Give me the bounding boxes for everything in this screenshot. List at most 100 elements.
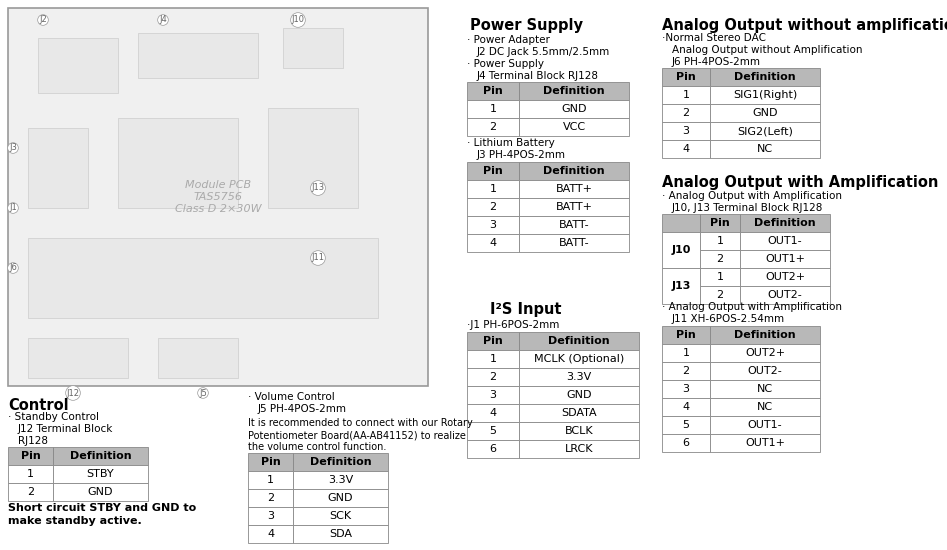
Text: 3.3V: 3.3V bbox=[328, 475, 353, 485]
Text: 1: 1 bbox=[267, 475, 274, 485]
Bar bbox=[118, 118, 238, 208]
Text: J12 Terminal Block: J12 Terminal Block bbox=[18, 424, 114, 434]
Bar bbox=[8, 8, 428, 386]
Text: Power Supply: Power Supply bbox=[471, 18, 583, 33]
Text: · Lithium Battery: · Lithium Battery bbox=[467, 138, 555, 148]
Bar bbox=[710, 68, 820, 86]
Text: J13: J13 bbox=[312, 184, 325, 192]
Text: J6 PH-4POS-2mm: J6 PH-4POS-2mm bbox=[672, 57, 761, 67]
Bar bbox=[662, 214, 700, 232]
Bar bbox=[519, 180, 629, 198]
Bar bbox=[467, 234, 519, 252]
Text: BATT-: BATT- bbox=[559, 220, 589, 230]
Text: Analog Output without Amplification: Analog Output without Amplification bbox=[672, 45, 863, 55]
Bar bbox=[293, 471, 388, 489]
Bar bbox=[710, 140, 820, 158]
Bar bbox=[467, 216, 519, 234]
Bar bbox=[519, 162, 629, 180]
Text: 1: 1 bbox=[683, 90, 689, 100]
Bar bbox=[283, 28, 343, 68]
Text: Definition: Definition bbox=[754, 218, 815, 228]
Bar bbox=[467, 368, 519, 386]
Text: Pin: Pin bbox=[260, 457, 280, 467]
Text: J2: J2 bbox=[39, 15, 46, 25]
Bar bbox=[53, 465, 148, 483]
Bar bbox=[519, 404, 639, 422]
Text: 2: 2 bbox=[683, 108, 689, 118]
Text: Definition: Definition bbox=[548, 336, 610, 346]
Text: J5: J5 bbox=[199, 388, 206, 398]
Bar bbox=[662, 434, 710, 452]
Bar bbox=[662, 416, 710, 434]
Text: J11 XH-6POS-2.54mm: J11 XH-6POS-2.54mm bbox=[672, 314, 785, 324]
Bar bbox=[248, 507, 293, 525]
Bar bbox=[467, 332, 519, 350]
Text: BATT+: BATT+ bbox=[556, 184, 593, 194]
Bar bbox=[700, 250, 740, 268]
Text: LRCK: LRCK bbox=[564, 444, 593, 454]
Bar bbox=[8, 447, 53, 465]
Bar bbox=[519, 386, 639, 404]
Text: OUT1-: OUT1- bbox=[748, 420, 782, 430]
Bar bbox=[710, 416, 820, 434]
Bar bbox=[700, 232, 740, 250]
Text: GND: GND bbox=[562, 104, 587, 114]
Bar bbox=[467, 118, 519, 136]
Text: 5: 5 bbox=[683, 420, 689, 430]
Text: BATT-: BATT- bbox=[559, 238, 589, 248]
Text: It is recommended to connect with our Rotary: It is recommended to connect with our Ro… bbox=[248, 418, 473, 428]
Text: 4: 4 bbox=[490, 408, 496, 418]
Text: 2: 2 bbox=[490, 372, 496, 382]
Bar bbox=[519, 368, 639, 386]
Text: · Volume Control: · Volume Control bbox=[248, 392, 334, 402]
Text: 4: 4 bbox=[683, 402, 689, 412]
Text: J3: J3 bbox=[9, 144, 17, 152]
Text: Module PCB
TAS5756
Class D 2×30W: Module PCB TAS5756 Class D 2×30W bbox=[174, 180, 261, 213]
Text: 3.3V: 3.3V bbox=[566, 372, 592, 382]
Bar bbox=[700, 214, 740, 232]
Bar bbox=[710, 380, 820, 398]
Bar bbox=[38, 38, 118, 93]
Text: J10, J13 Terminal Block RJ128: J10, J13 Terminal Block RJ128 bbox=[672, 203, 823, 213]
Text: 3: 3 bbox=[490, 220, 496, 230]
Bar bbox=[248, 453, 293, 471]
Text: Analog Output without amplification: Analog Output without amplification bbox=[662, 18, 947, 33]
Text: STBY: STBY bbox=[87, 469, 115, 479]
Bar bbox=[248, 471, 293, 489]
Text: Pin: Pin bbox=[483, 86, 503, 96]
Bar bbox=[293, 489, 388, 507]
Text: GND: GND bbox=[752, 108, 777, 118]
Bar bbox=[700, 286, 740, 304]
Text: J1: J1 bbox=[9, 204, 17, 212]
Text: Definition: Definition bbox=[310, 457, 371, 467]
Text: Control: Control bbox=[8, 398, 68, 413]
Text: · Analog Output with Amplification: · Analog Output with Amplification bbox=[662, 302, 842, 312]
Text: Definition: Definition bbox=[544, 166, 605, 176]
Text: J10: J10 bbox=[292, 15, 305, 25]
Text: 3: 3 bbox=[267, 511, 274, 521]
Bar bbox=[662, 86, 710, 104]
Text: OUT2-: OUT2- bbox=[747, 366, 782, 376]
Text: Pin: Pin bbox=[21, 451, 41, 461]
Text: MCLK (Optional): MCLK (Optional) bbox=[534, 354, 624, 364]
Text: GND: GND bbox=[328, 493, 353, 503]
Bar bbox=[662, 268, 700, 304]
Bar bbox=[662, 104, 710, 122]
Bar bbox=[467, 350, 519, 368]
Text: J4: J4 bbox=[159, 15, 167, 25]
Text: VCC: VCC bbox=[563, 122, 585, 132]
Bar bbox=[248, 525, 293, 543]
Bar bbox=[519, 234, 629, 252]
Text: Definition: Definition bbox=[544, 86, 605, 96]
Text: Pin: Pin bbox=[483, 336, 503, 346]
Text: 2: 2 bbox=[683, 366, 689, 376]
Text: 1: 1 bbox=[490, 184, 496, 194]
Bar bbox=[662, 68, 710, 86]
Text: SDATA: SDATA bbox=[562, 408, 597, 418]
Text: I²S Input: I²S Input bbox=[490, 302, 562, 317]
Bar bbox=[662, 232, 700, 268]
Text: BCLK: BCLK bbox=[564, 426, 594, 436]
Text: Analog Output with Amplification: Analog Output with Amplification bbox=[662, 175, 938, 190]
Text: J2 DC Jack 5.5mm/2.5mm: J2 DC Jack 5.5mm/2.5mm bbox=[477, 47, 610, 57]
Bar bbox=[519, 332, 639, 350]
